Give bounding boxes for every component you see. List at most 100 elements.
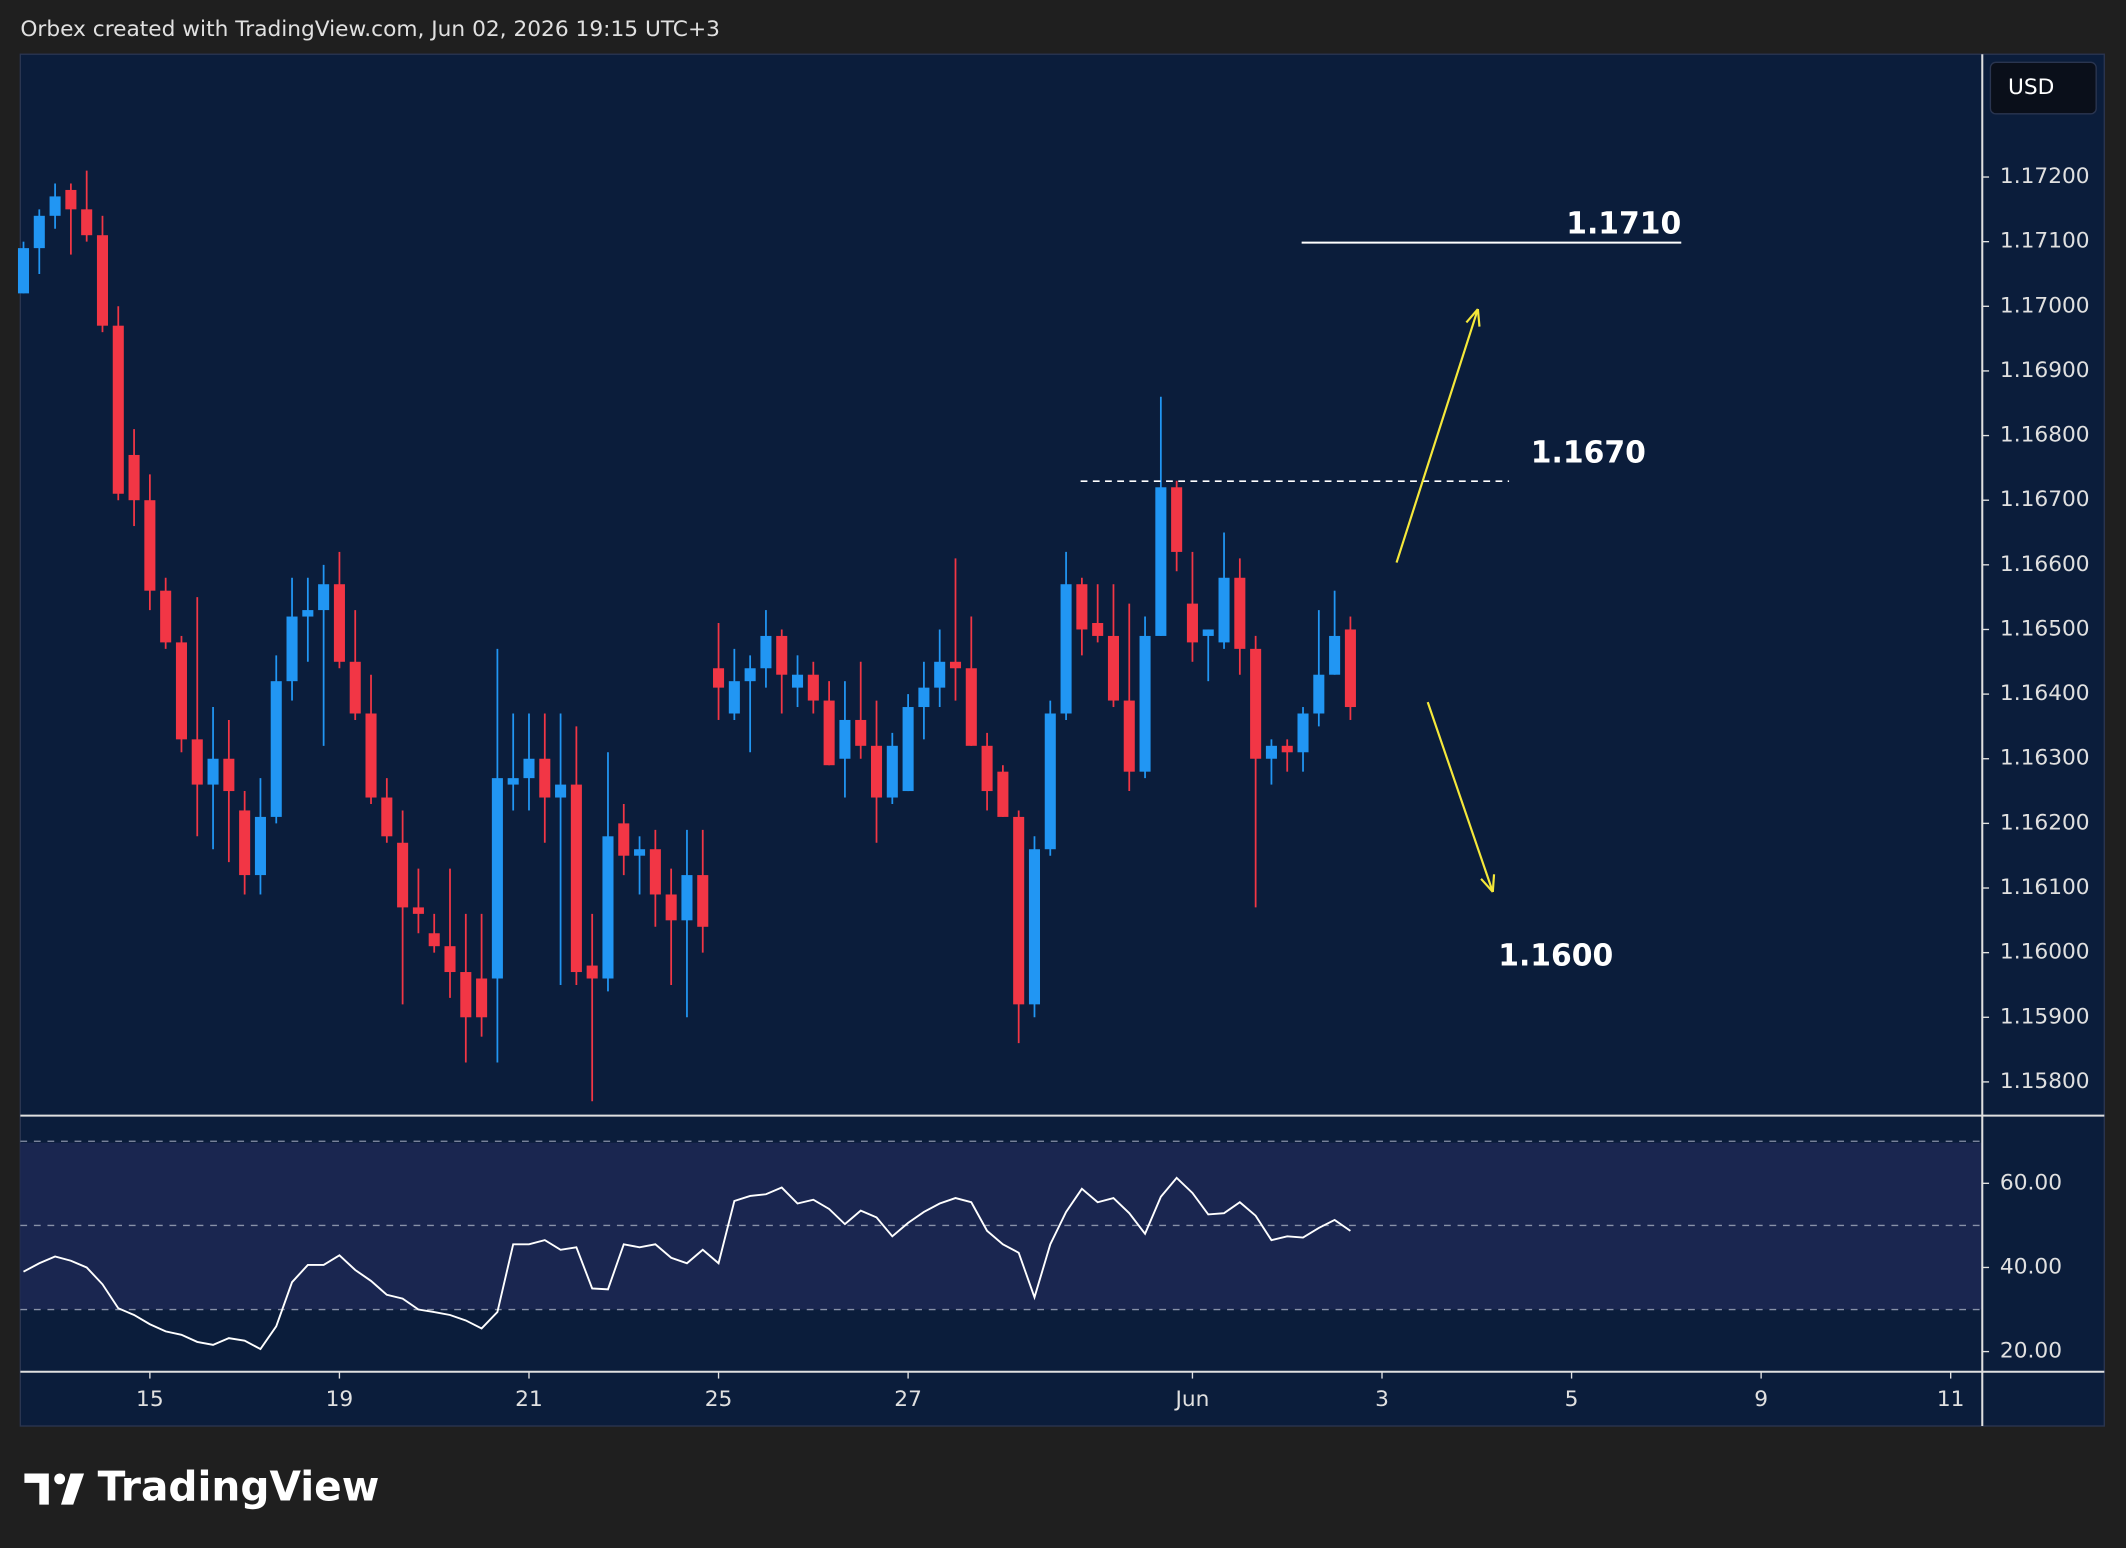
currency-box[interactable] bbox=[1989, 61, 2097, 115]
level-label: 1.1670 bbox=[1531, 436, 1646, 471]
x-tick-label: 27 bbox=[894, 1387, 922, 1412]
level-label: 1.1710 bbox=[1566, 207, 1681, 242]
x-tick-label: 25 bbox=[705, 1387, 733, 1412]
indicator-line bbox=[23, 1176, 1351, 1351]
candle-body bbox=[65, 189, 77, 210]
x-tick-label: 19 bbox=[326, 1387, 354, 1412]
candle-body bbox=[1297, 713, 1309, 753]
candle-body bbox=[223, 758, 235, 792]
candle-body bbox=[1123, 700, 1135, 772]
candle-body bbox=[507, 778, 519, 785]
candle-body bbox=[539, 758, 551, 798]
arrow bbox=[1426, 701, 1494, 893]
y-tick-label: 1.16300 bbox=[2000, 746, 2090, 771]
candle-body bbox=[112, 325, 124, 494]
candle-body bbox=[191, 739, 203, 785]
logo-dot bbox=[54, 1473, 66, 1485]
candle-body bbox=[1250, 648, 1262, 759]
x-tick-label: Jun bbox=[1173, 1387, 1209, 1412]
candle-body bbox=[744, 668, 756, 682]
arrow-head bbox=[1491, 874, 1496, 893]
x-tick-label: 21 bbox=[515, 1387, 543, 1412]
candle-body bbox=[570, 784, 582, 973]
tradingview-logo bbox=[24, 1473, 85, 1505]
indicator-tick-label: 40.00 bbox=[2000, 1254, 2062, 1279]
y-tick-label: 1.17100 bbox=[2000, 229, 2090, 254]
candle-body bbox=[918, 687, 930, 708]
candle-body bbox=[949, 661, 962, 669]
candle-body bbox=[1234, 577, 1246, 649]
candle-body bbox=[1076, 584, 1088, 630]
y-tick-label: 1.17000 bbox=[2000, 293, 2090, 318]
candle-body bbox=[1186, 603, 1198, 643]
y-tick-label: 1.15800 bbox=[2000, 1069, 2090, 1094]
candle-body bbox=[728, 681, 740, 714]
candle-body bbox=[1281, 745, 1293, 753]
candle-body bbox=[365, 713, 377, 798]
candle-body bbox=[618, 823, 630, 856]
y-tick-label: 1.16400 bbox=[2000, 681, 2090, 706]
candle-body bbox=[981, 745, 993, 792]
candle-body bbox=[870, 745, 883, 798]
level-label: 1.1600 bbox=[1498, 938, 1613, 973]
candle-body bbox=[1202, 629, 1214, 636]
candle-body bbox=[649, 849, 661, 895]
brand-name: TradingView bbox=[98, 1463, 380, 1511]
candle-body bbox=[855, 719, 867, 746]
y-tick-label: 1.16900 bbox=[2000, 358, 2090, 383]
candle-body bbox=[96, 235, 109, 326]
candle-body bbox=[349, 661, 361, 714]
candle-body bbox=[823, 700, 835, 766]
candle-body bbox=[839, 719, 851, 759]
candle-body bbox=[1344, 629, 1356, 708]
candle-body bbox=[776, 635, 788, 675]
candle-body bbox=[602, 836, 614, 979]
candle-body bbox=[1171, 487, 1183, 552]
candle-body bbox=[160, 590, 172, 643]
candle-body bbox=[934, 661, 946, 688]
candle-body bbox=[1044, 713, 1056, 850]
candle-body bbox=[1107, 635, 1119, 701]
candle-body bbox=[555, 784, 567, 798]
x-tick-label: 5 bbox=[1565, 1387, 1579, 1412]
candle-body bbox=[412, 907, 424, 914]
candle-body bbox=[428, 933, 440, 947]
candle-body bbox=[81, 209, 93, 236]
candle-body bbox=[1265, 745, 1277, 759]
candle-body bbox=[381, 797, 393, 837]
currency-label: USD bbox=[2008, 75, 2054, 100]
y-tick-label: 1.16100 bbox=[2000, 875, 2090, 900]
candle-body bbox=[207, 758, 219, 785]
y-tick-label: 1.16600 bbox=[2000, 552, 2090, 577]
arrow-head bbox=[1476, 308, 1481, 327]
x-tick-label: 15 bbox=[136, 1387, 164, 1412]
candle-body bbox=[634, 849, 646, 856]
candle-body bbox=[476, 978, 488, 1018]
candle-body bbox=[33, 215, 45, 249]
y-tick-label: 1.17200 bbox=[2000, 164, 2090, 189]
candle-body bbox=[318, 584, 330, 611]
candle-body bbox=[965, 668, 977, 746]
header-text: Orbex created with TradingView.com, Jun … bbox=[20, 17, 720, 42]
candle-body bbox=[491, 778, 503, 979]
x-tick-label: 11 bbox=[1937, 1387, 1965, 1412]
y-tick-label: 1.16200 bbox=[2000, 810, 2090, 835]
y-tick-label: 1.16500 bbox=[2000, 616, 2090, 641]
candle-body bbox=[1060, 584, 1072, 714]
candle-body bbox=[1013, 816, 1025, 1005]
candle-body bbox=[49, 196, 61, 216]
candle-body bbox=[333, 584, 345, 662]
candle-body bbox=[792, 674, 804, 688]
x-tick-label: 3 bbox=[1375, 1387, 1389, 1412]
candle-body bbox=[254, 816, 266, 876]
candle-body bbox=[286, 616, 298, 682]
candle-body bbox=[807, 674, 819, 701]
candle-body bbox=[1329, 635, 1341, 675]
arrow-head bbox=[1480, 878, 1494, 893]
candle-body bbox=[697, 875, 709, 927]
logo-mark bbox=[24, 1473, 49, 1505]
indicator-tick-label: 20.00 bbox=[2000, 1339, 2062, 1364]
candle-body bbox=[523, 758, 535, 779]
